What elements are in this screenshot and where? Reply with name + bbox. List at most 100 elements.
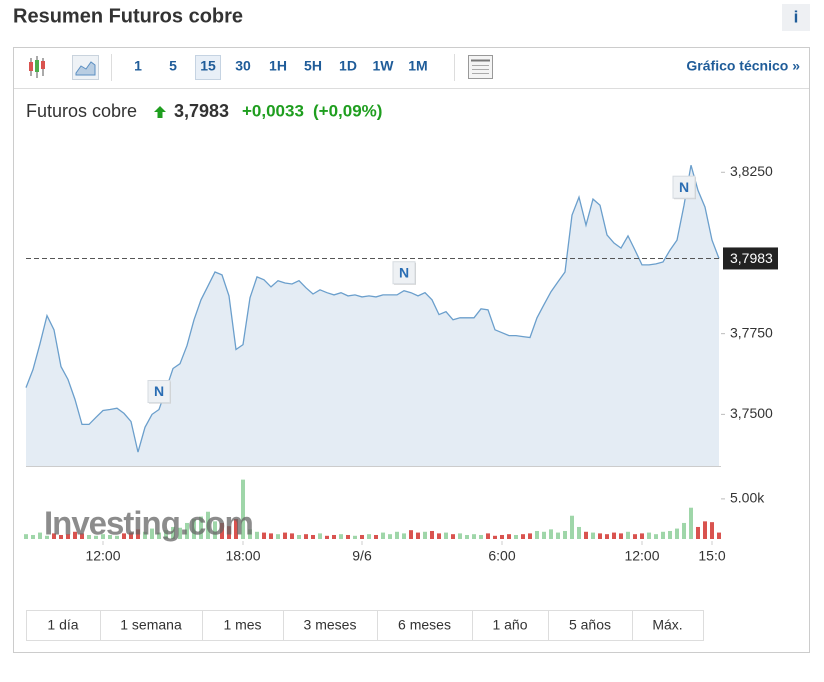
volume-bar (402, 533, 406, 539)
volume-bar (157, 532, 161, 539)
volume-bar (283, 532, 287, 539)
candlestick-icon[interactable] (29, 56, 45, 78)
volume-bar (304, 534, 308, 539)
x-tick-label: 9/6 (352, 548, 372, 564)
volume-bar (423, 531, 427, 539)
interval-button[interactable]: 1W (373, 58, 395, 74)
volume-bar (682, 522, 686, 539)
volume-bar (339, 534, 343, 539)
volume-bar (696, 526, 700, 539)
volume-bar (192, 518, 196, 539)
volume-bar (395, 531, 399, 539)
volume-bar (178, 527, 182, 539)
volume-bar (493, 535, 497, 539)
volume-bar (647, 532, 651, 539)
range-button-label[interactable]: Máx. (652, 617, 682, 633)
range-button-label[interactable]: 5 años (569, 617, 611, 633)
volume-bar (332, 534, 336, 539)
volume-bar (584, 531, 588, 539)
range-button[interactable] (202, 610, 284, 641)
y-tick-label: 3,7500 (730, 405, 773, 421)
news-marker-label[interactable]: N (679, 179, 689, 195)
area-icon[interactable] (72, 55, 99, 80)
interval-button[interactable]: 15 (200, 58, 216, 74)
volume-bar (52, 533, 56, 539)
plot: 3,7500 3,7750 3,8250 5.00k 12:00 18:00 9/6 6:00… (24, 163, 778, 564)
volume-bar (626, 531, 630, 539)
volume-bar (206, 511, 210, 539)
volume-bar (507, 534, 511, 539)
volume-bar (171, 526, 175, 539)
volume-bar (367, 534, 371, 539)
volume-bar (472, 534, 476, 539)
volume-bar (129, 532, 133, 539)
news-marker-label[interactable]: N (154, 383, 164, 399)
volume-bar (262, 532, 266, 539)
range-button-label[interactable]: 1 mes (223, 617, 261, 633)
news-marker[interactable] (392, 261, 416, 285)
volume-bar (164, 530, 168, 539)
range-button-label[interactable]: 6 meses (398, 617, 451, 633)
news-marker[interactable] (147, 380, 171, 404)
volume-bar (612, 532, 616, 539)
range-button-label[interactable]: 1 año (492, 617, 527, 633)
volume-bar (346, 534, 350, 539)
up-arrow (154, 106, 166, 118)
volume-bar (521, 534, 525, 539)
volume-bar (444, 532, 448, 539)
volume-bar (409, 530, 413, 539)
volume-bar (297, 534, 301, 539)
info-button[interactable] (782, 4, 810, 31)
volume-bar (542, 531, 546, 539)
volume-bar (213, 521, 217, 539)
volume-bar (94, 535, 98, 539)
volume-bar (535, 530, 539, 539)
volume-bar (101, 534, 105, 539)
volume-bar (703, 521, 707, 539)
volume-bar (199, 516, 203, 539)
interval-button[interactable]: 5H (304, 58, 322, 74)
volume-bar (605, 534, 609, 539)
volume-bar (570, 515, 574, 539)
volume-bar (150, 528, 154, 539)
volume-bar (353, 535, 357, 539)
range-button[interactable] (632, 610, 704, 641)
info-icon[interactable]: i (794, 7, 799, 26)
range-button[interactable] (377, 610, 473, 641)
range-button[interactable] (283, 610, 378, 641)
interval-button[interactable]: 1D (339, 58, 357, 74)
volume-bar (416, 532, 420, 539)
interval-selected (195, 55, 221, 80)
range-button[interactable] (26, 610, 101, 641)
watermark: Investing.com (44, 505, 253, 542)
interval-button[interactable]: 5 (169, 58, 177, 74)
range-button-label[interactable]: 1 semana (120, 617, 182, 633)
volume-bar (24, 534, 28, 539)
volume-bar (185, 522, 189, 539)
range-button[interactable] (548, 610, 633, 641)
volume-bar (311, 534, 315, 539)
volume-bar (388, 534, 392, 539)
interval-button[interactable]: 1M (408, 58, 427, 74)
price-line (25, 165, 720, 453)
range-button[interactable] (100, 610, 203, 641)
x-tick-label: 6:00 (488, 548, 515, 564)
technical-chart-link[interactable]: Gráfico técnico » (686, 58, 800, 74)
range-button-label[interactable]: 3 meses (304, 617, 357, 633)
range-button-label[interactable]: 1 día (47, 617, 78, 633)
news-marker-label[interactable]: N (399, 264, 409, 280)
interval-button[interactable]: 1H (269, 58, 287, 74)
volume-bar (290, 533, 294, 539)
volume-bar (556, 532, 560, 539)
last-price: 3,7983 (174, 101, 229, 121)
volume-bar (591, 532, 595, 539)
interval-button[interactable]: 1 (134, 58, 142, 74)
volume-bar (528, 533, 532, 539)
page-title: Resumen Futuros cobre (13, 5, 243, 27)
news-marker[interactable] (672, 175, 696, 199)
interval-button[interactable]: 30 (235, 58, 251, 74)
volume-bar (640, 533, 644, 539)
table-icon[interactable] (468, 55, 493, 79)
volume-bar (430, 530, 434, 539)
